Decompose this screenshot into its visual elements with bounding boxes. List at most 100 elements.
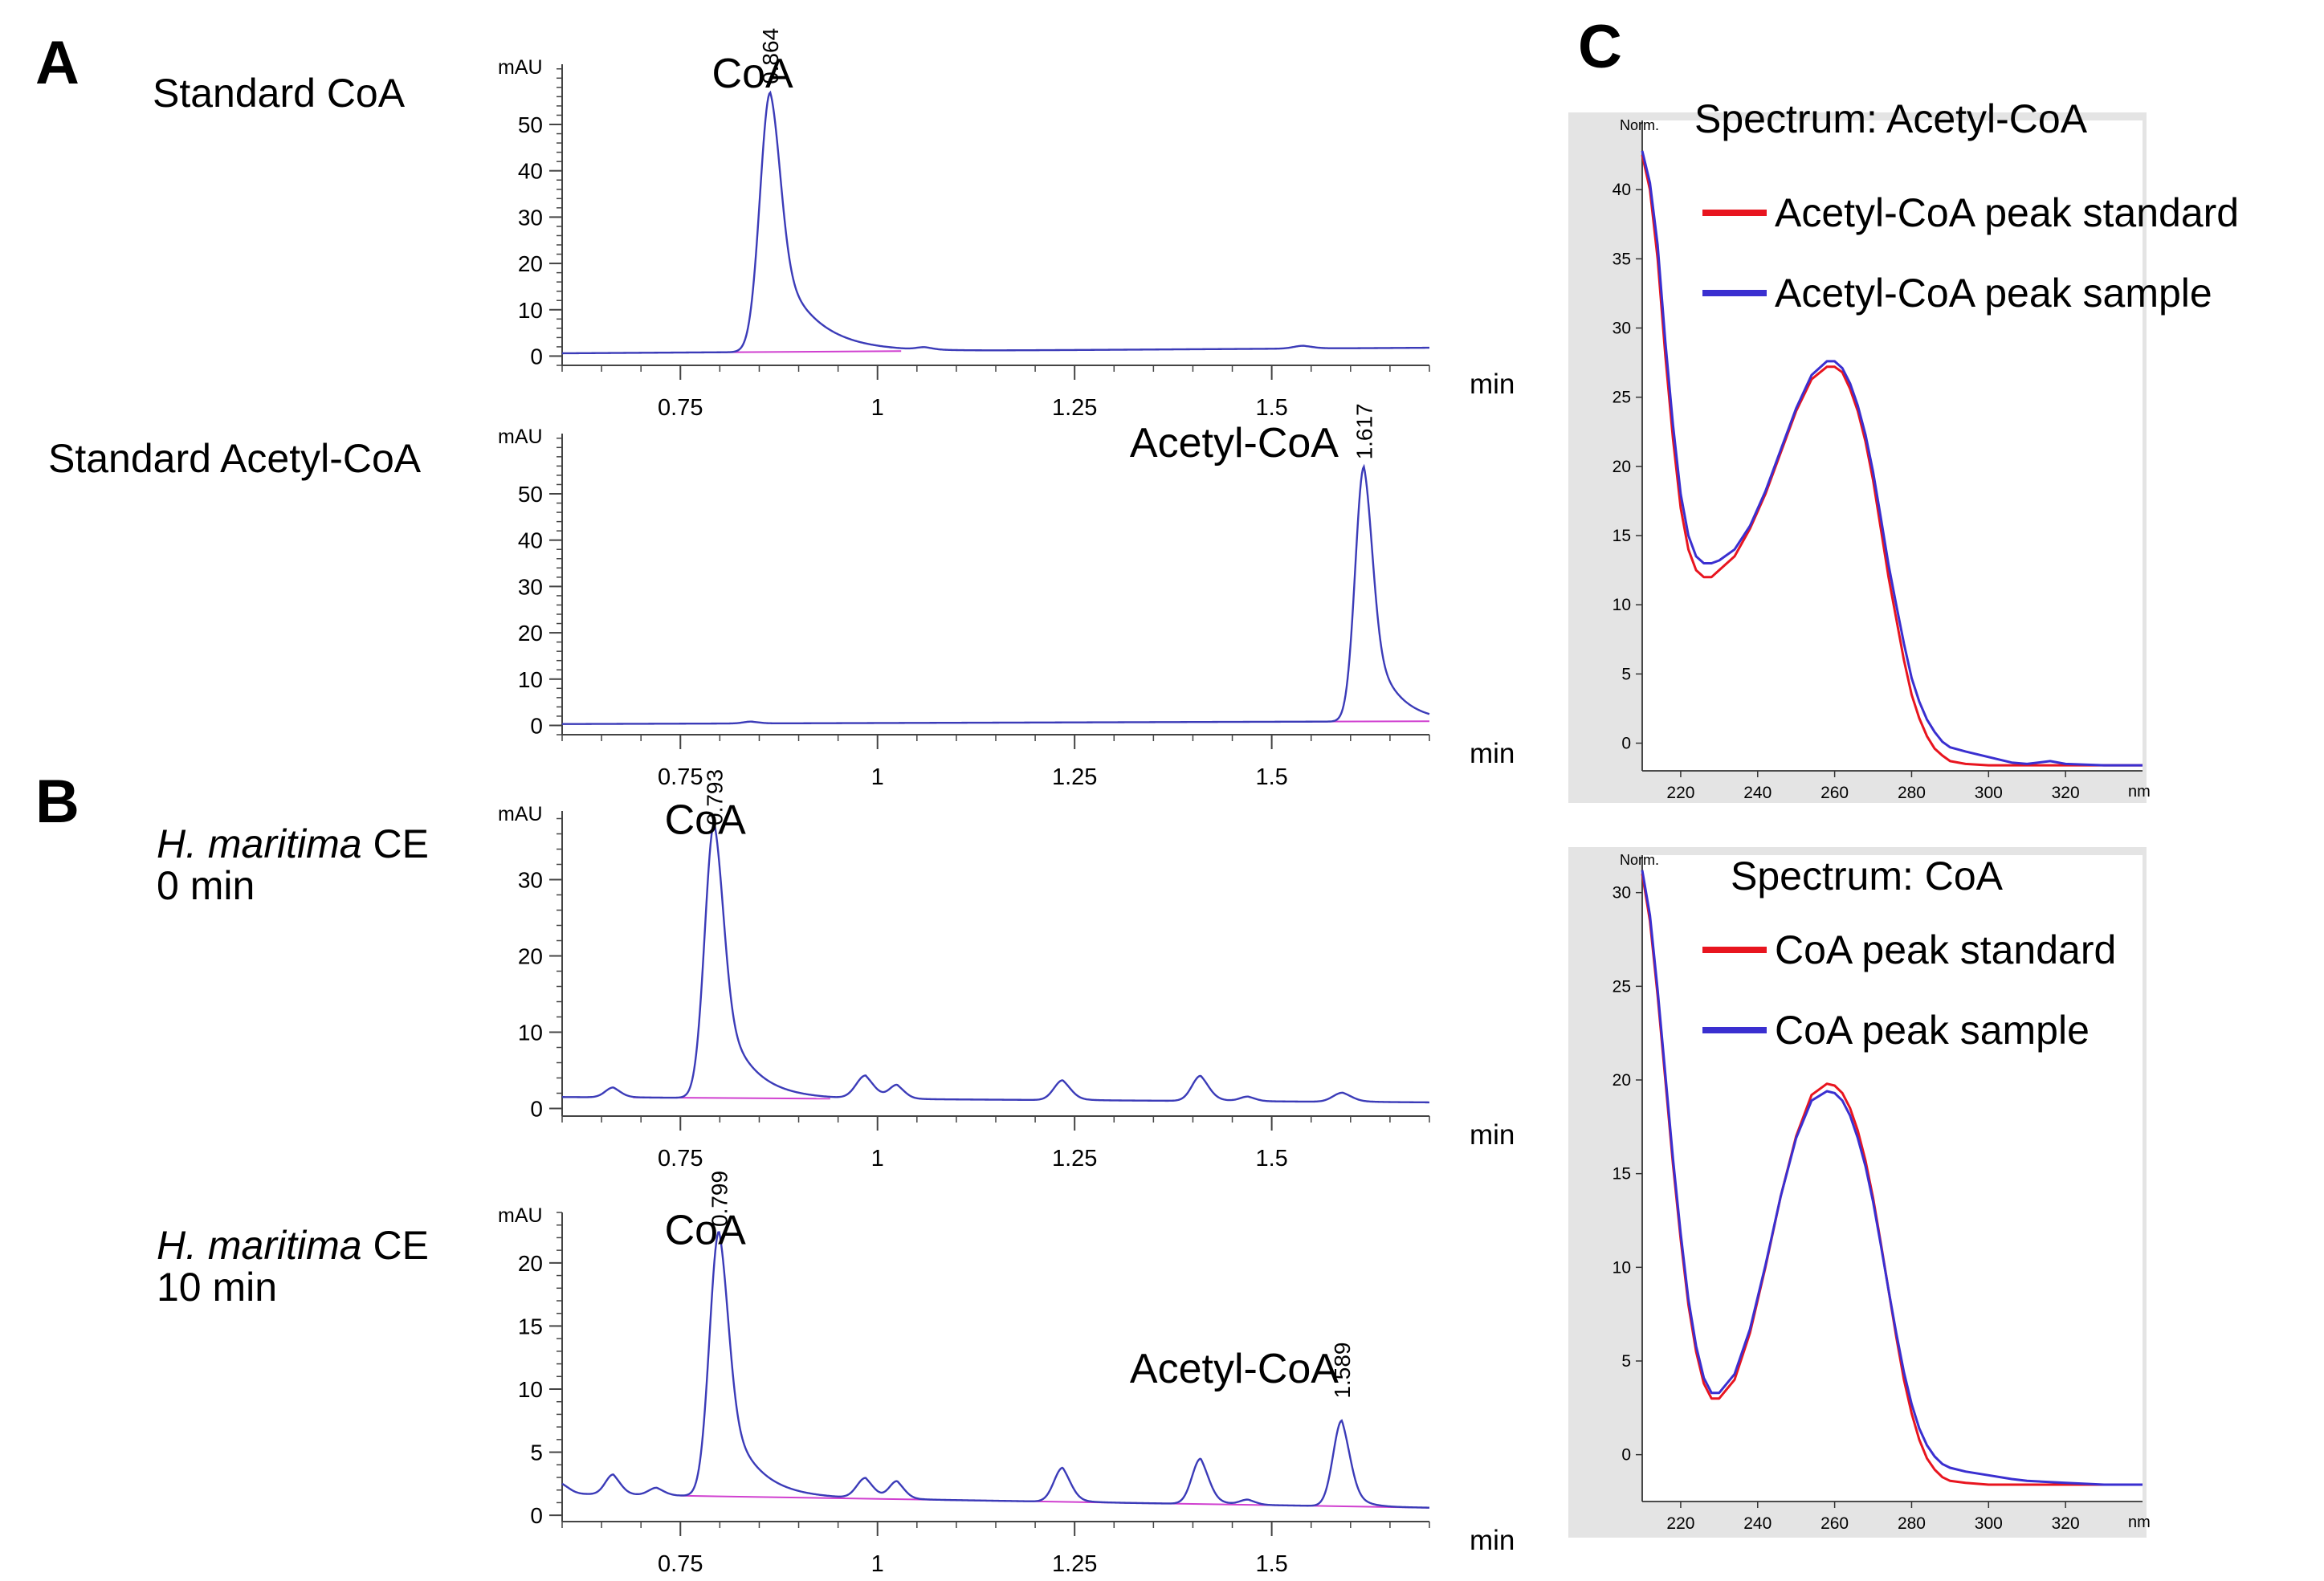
x-tick-label: 260	[1820, 1514, 1849, 1533]
y-axis-label: mAU	[498, 1204, 543, 1227]
sample-label: 0 min	[157, 863, 255, 908]
y-tick-label: 30	[518, 205, 543, 230]
y-tick-label: 0	[530, 344, 543, 369]
y-tick-label: 5	[530, 1440, 543, 1465]
sample-label-species: H. maritima	[157, 821, 362, 866]
peak-annotation: Acetyl-CoA	[1130, 1346, 1339, 1392]
spectrum-plot-area	[1642, 120, 2143, 771]
x-tick-label: 1.25	[1052, 1551, 1097, 1577]
x-tick-label: 0.75	[658, 1146, 703, 1171]
x-tick-label: 240	[1743, 784, 1772, 802]
chromatogram-trace	[561, 90, 1429, 355]
x-tick-label: 300	[1975, 1514, 2003, 1533]
legend-entry-label: CoA peak sample	[1775, 1008, 2090, 1053]
spectrum-series-line	[1641, 870, 2143, 1486]
x-tick-label: 320	[2052, 1514, 2080, 1533]
peak-retention-label: 0.864	[758, 28, 783, 84]
y-tick-label: 30	[518, 574, 543, 599]
spectrum-series-line	[1641, 154, 2143, 767]
legend-entry-label: CoA peak standard	[1775, 927, 2116, 972]
spectrum-c2: Norm. nm 0 5 10 15 20 25 30 220 240 260 280 300 320 Spe…	[1568, 847, 2151, 1538]
x-tick-label: 1.25	[1052, 764, 1097, 790]
chromatogram-a2: Standard Acetyl-CoA mAU min 0 10 20 30 40 50 0.75…	[48, 403, 1515, 790]
y-axis-label: Norm.	[1620, 852, 1659, 868]
x-tick-label: 220	[1666, 784, 1694, 802]
sample-label-species: H. maritima	[157, 1223, 362, 1268]
y-tick-label: 0	[1621, 735, 1631, 753]
y-tick-label: 10	[518, 667, 543, 692]
spectrum-c1: Norm. nm 0 5 10 15 20 25 30 35 40 220 240 260 280 300 32…	[1568, 96, 2239, 803]
y-axis-label: mAU	[498, 426, 543, 448]
spectrum-title: Spectrum: Acetyl-CoA	[1694, 96, 2088, 141]
y-tick-label: 10	[1613, 1258, 1631, 1277]
spectrum-series-line	[1641, 150, 2143, 767]
x-tick-label: 1.5	[1255, 395, 1287, 421]
y-tick-label: 0	[1621, 1446, 1631, 1465]
x-tick-label: 300	[1975, 784, 2003, 802]
peak-retention-label: 1.617	[1352, 403, 1377, 459]
peak-retention-label: 1.589	[1330, 1342, 1355, 1398]
y-tick-label: 20	[518, 621, 543, 646]
x-axis-label: min	[1470, 738, 1515, 769]
y-axis-label: Norm.	[1620, 117, 1659, 133]
y-tick-label: 0	[530, 1097, 543, 1122]
panel-label-c: C	[1578, 13, 1622, 81]
x-tick-label: 320	[2052, 784, 2080, 802]
x-tick-label: 1	[871, 395, 884, 421]
y-tick-label: 40	[1613, 181, 1631, 199]
x-tick-label: 0.75	[658, 764, 703, 790]
y-tick-label: 5	[1621, 665, 1631, 683]
x-tick-label: 240	[1743, 1514, 1772, 1533]
x-axis-label: nm	[2128, 783, 2151, 801]
spectrum-plot-area	[1642, 855, 2143, 1502]
sample-label: Standard CoA	[153, 71, 406, 116]
x-axis-label: min	[1470, 1119, 1515, 1151]
x-tick-label: 0.75	[658, 395, 703, 421]
x-tick-label: 1.5	[1255, 1551, 1287, 1577]
legend-entry-label: Acetyl-CoA peak sample	[1775, 271, 2212, 316]
panel-label-a: A	[35, 29, 80, 97]
y-tick-label: 20	[518, 251, 543, 276]
sample-label-suffix: CE	[362, 821, 429, 866]
x-tick-label: 260	[1820, 784, 1849, 802]
peak-annotation: CoA	[665, 1207, 746, 1253]
y-tick-label: 15	[1613, 527, 1631, 545]
y-tick-label: 30	[518, 868, 543, 893]
peak-retention-label: 0.793	[702, 769, 727, 825]
legend-entry-label: Acetyl-CoA peak standard	[1775, 190, 2239, 235]
x-tick-label: 1	[871, 764, 884, 790]
x-axis-label: min	[1470, 369, 1515, 400]
peak-annotation: CoA	[712, 51, 793, 97]
y-tick-label: 30	[1613, 884, 1631, 903]
sample-label: H. maritima CE	[157, 821, 429, 866]
y-tick-label: 5	[1621, 1352, 1631, 1371]
panel-label-b: B	[35, 768, 80, 836]
y-axis-label: mAU	[498, 56, 543, 79]
y-tick-label: 15	[518, 1314, 543, 1339]
sample-label: 10 min	[157, 1265, 277, 1310]
y-tick-label: 35	[1613, 250, 1631, 268]
x-tick-label: 0.75	[658, 1551, 703, 1577]
sample-label: H. maritima CE	[157, 1223, 429, 1268]
integration-baseline	[720, 350, 902, 353]
x-tick-label: 1	[871, 1551, 884, 1577]
chromatogram-trace	[562, 463, 1430, 725]
x-tick-label: 1.5	[1255, 764, 1287, 790]
peak-retention-label: 0.799	[707, 1171, 732, 1227]
y-tick-label: 20	[518, 1251, 543, 1276]
peak-annotation: CoA	[665, 797, 746, 844]
x-tick-label: 280	[1898, 784, 1926, 802]
y-tick-label: 20	[518, 944, 543, 969]
y-tick-label: 40	[518, 528, 543, 553]
chromatogram-trace	[561, 821, 1430, 1104]
y-tick-label: 10	[518, 1377, 543, 1402]
y-tick-label: 0	[530, 713, 543, 738]
chromatogram-trace	[561, 1231, 1430, 1509]
y-tick-label: 20	[1613, 1071, 1631, 1090]
y-tick-label: 40	[518, 159, 543, 184]
x-tick-label: 1.25	[1052, 1146, 1097, 1171]
spectrum-title: Spectrum: CoA	[1731, 854, 2004, 898]
y-tick-label: 50	[518, 112, 543, 137]
